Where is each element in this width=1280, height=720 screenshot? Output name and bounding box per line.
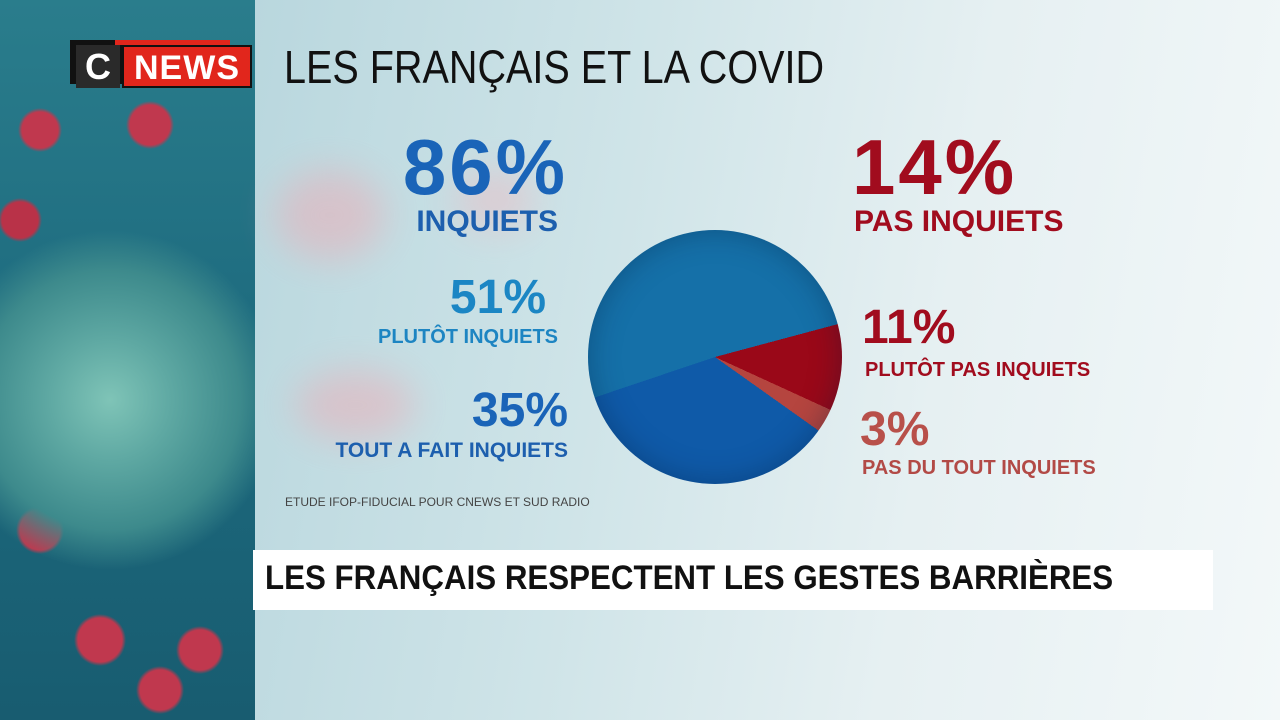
inquiets-total-label: INQUIETS (416, 205, 558, 238)
logo-accent-bar (115, 40, 230, 45)
headline-text: LES FRANÇAIS RESPECTENT LES GESTES BARRI… (265, 559, 1114, 597)
page-title: LES FRANÇAIS ET LA COVID (284, 41, 825, 93)
plutot-pas-inquiets-value: 11% (862, 301, 956, 354)
logo-c: C (76, 45, 120, 88)
tout-a-fait-inquiets-value: 35% (471, 384, 568, 437)
plutot-inquiets-label: PLUTÔT INQUIETS (378, 326, 558, 348)
source-note: ETUDE IFOP-FIDUCIAL POUR CNEWS ET SUD RA… (285, 495, 590, 509)
plutot-pas-inquiets-label: PLUTÔT PAS INQUIETS (865, 359, 1091, 381)
virus-image-panel (0, 0, 255, 720)
pas-du-tout-inquiets-value: 3% (860, 403, 930, 456)
tout-a-fait-inquiets-label: TOUT A FAIT INQUIETS (335, 439, 568, 462)
pie-chart (588, 230, 842, 484)
cnews-logo: C NEWS (70, 40, 253, 90)
background-blur (295, 370, 415, 440)
inquiets-total-value: 86% (402, 123, 568, 211)
logo-news: NEWS (122, 45, 252, 88)
pas-inquiets-total-value: 14% (852, 123, 1018, 211)
pas-inquiets-total-label: PAS INQUIETS (854, 205, 1064, 238)
background-blur (455, 170, 535, 230)
pas-du-tout-inquiets-label: PAS DU TOUT INQUIETS (862, 457, 1096, 479)
plutot-inquiets-value: 51% (449, 271, 546, 324)
headline-banner: LES FRANÇAIS RESPECTENT LES GESTES BARRI… (253, 550, 1213, 610)
background-blur (275, 170, 385, 260)
